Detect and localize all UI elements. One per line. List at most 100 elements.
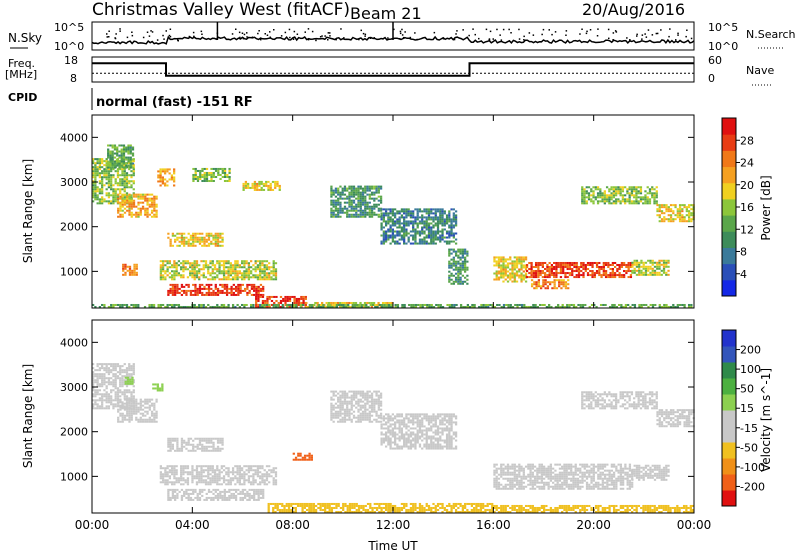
power-cell-r10: [267, 186, 270, 189]
velocity-cell-r2: [180, 449, 184, 452]
power-cell-r21: [177, 305, 181, 308]
velocity-cell-r3: [256, 471, 260, 474]
power-cell-r12: [359, 191, 362, 194]
power-cell-r6: [216, 276, 219, 279]
power-cell-r3: [173, 176, 176, 179]
power-cell-r19: [639, 198, 643, 201]
power-cell-r0: [92, 180, 95, 183]
velocity-cell-r0: [119, 389, 122, 392]
power-cell-r1: [128, 209, 131, 212]
power-cell-r15: [493, 264, 496, 267]
power-cell-r0: [114, 182, 117, 185]
power-cell-r3: [159, 168, 162, 171]
power-cell-r5: [135, 271, 138, 274]
power-cell-r20: [685, 210, 688, 213]
power-cell-r18: [662, 263, 666, 266]
power-cell-r16: [625, 266, 628, 269]
velocity-cell-r1: [150, 414, 154, 417]
velocity-cell-r4: [241, 496, 245, 499]
power-cell-r13: [391, 218, 395, 221]
power-cell-r4: [180, 234, 184, 237]
velocity-cell-r2: [185, 441, 188, 444]
power-cell-r16: [602, 270, 605, 273]
power-cell-r8: [304, 295, 307, 298]
power-cell-r10: [265, 182, 268, 185]
power-cell-r7: [234, 287, 238, 290]
power-cell-r1: [146, 197, 149, 200]
power-cell-r4: [180, 242, 184, 245]
power-cell-r12: [334, 213, 338, 216]
power-cell-r13: [436, 230, 440, 233]
power-cell-r2: [113, 146, 117, 149]
power-cell-r14: [459, 270, 462, 273]
velocity-cell-r0: [96, 383, 99, 386]
power-cell-r0: [103, 200, 106, 203]
power-cell-r4: [187, 244, 190, 247]
power-cell-r6: [274, 278, 278, 281]
velocity-cell-r1: [128, 404, 131, 407]
velocity-cell-r4: [234, 498, 238, 501]
power-cell-r11: [228, 177, 231, 180]
power-cell-r13: [430, 236, 433, 239]
power-cell-r6: [213, 278, 217, 281]
power-cell-r6: [236, 266, 239, 269]
power-cell-r12: [350, 195, 353, 198]
power-cell-r13: [445, 236, 449, 239]
nave-tick-bottom: 0: [708, 72, 715, 85]
velocity-cell-r2: [216, 447, 220, 450]
power-cell-r17: [533, 287, 536, 290]
power-cell-r21: [487, 305, 490, 308]
power-cell-r6: [177, 264, 181, 267]
power-cell-r16: [586, 263, 590, 266]
power-cell-r0: [123, 172, 126, 175]
power-cell-r6: [202, 266, 205, 269]
velocity-cell-r1: [119, 408, 122, 411]
nsearch-dot: [455, 33, 457, 35]
velocity-cell-r3: [245, 465, 248, 468]
power-cell-r0: [132, 174, 135, 177]
power-cell-r4: [205, 238, 208, 241]
power-cell-r7: [221, 291, 224, 294]
power-cell-r13: [384, 230, 388, 233]
power-cell-r4: [198, 238, 202, 241]
power-cell-r6: [268, 272, 271, 275]
power-cell-r6: [240, 272, 244, 275]
power-cell-r6: [173, 260, 176, 263]
velocity-cell-r0: [130, 373, 133, 376]
power-cell-r21: [622, 305, 625, 308]
power-cell-r19: [630, 194, 634, 197]
velocity-cell-r3: [250, 483, 253, 486]
power-cell-r21: [557, 305, 560, 308]
power-cell-r11: [228, 167, 231, 170]
velocity-cell-r3: [238, 465, 241, 468]
power-cell-r16: [618, 274, 621, 277]
power-cell-r14: [466, 278, 469, 281]
velocity-cell-r0: [92, 389, 95, 392]
velocity-cell-r0: [105, 395, 108, 398]
power-cell-r7: [189, 289, 193, 292]
power-cell-r2: [113, 148, 117, 151]
power-cell-r6: [234, 278, 237, 281]
power-cell-r19: [605, 186, 609, 189]
power-cell-r6: [191, 270, 194, 273]
power-cell-r15: [493, 256, 496, 259]
power-cell-r2: [116, 152, 119, 155]
velocity-cell-r2: [192, 439, 195, 442]
power-cell-r10: [265, 180, 268, 183]
power-cell-r7: [232, 293, 235, 296]
velocity-cell-r3: [256, 465, 260, 468]
power-cell-r12: [366, 203, 369, 206]
power-cell-r10: [244, 182, 248, 185]
power-cell-r3: [157, 170, 160, 173]
power-cell-r0: [107, 172, 111, 175]
power-cell-r7: [253, 289, 256, 292]
power-cell-r17: [560, 287, 563, 290]
power-cell-r9: [325, 305, 328, 308]
power-cell-r13: [407, 214, 410, 217]
power-cell-r4: [221, 238, 224, 241]
velocity-cell-r1: [121, 418, 124, 421]
power-cell-r1: [123, 203, 127, 206]
velocity-cell-r0: [121, 401, 124, 404]
velocity-cell-r4: [241, 488, 245, 491]
velocity-cell-r0: [105, 407, 108, 410]
